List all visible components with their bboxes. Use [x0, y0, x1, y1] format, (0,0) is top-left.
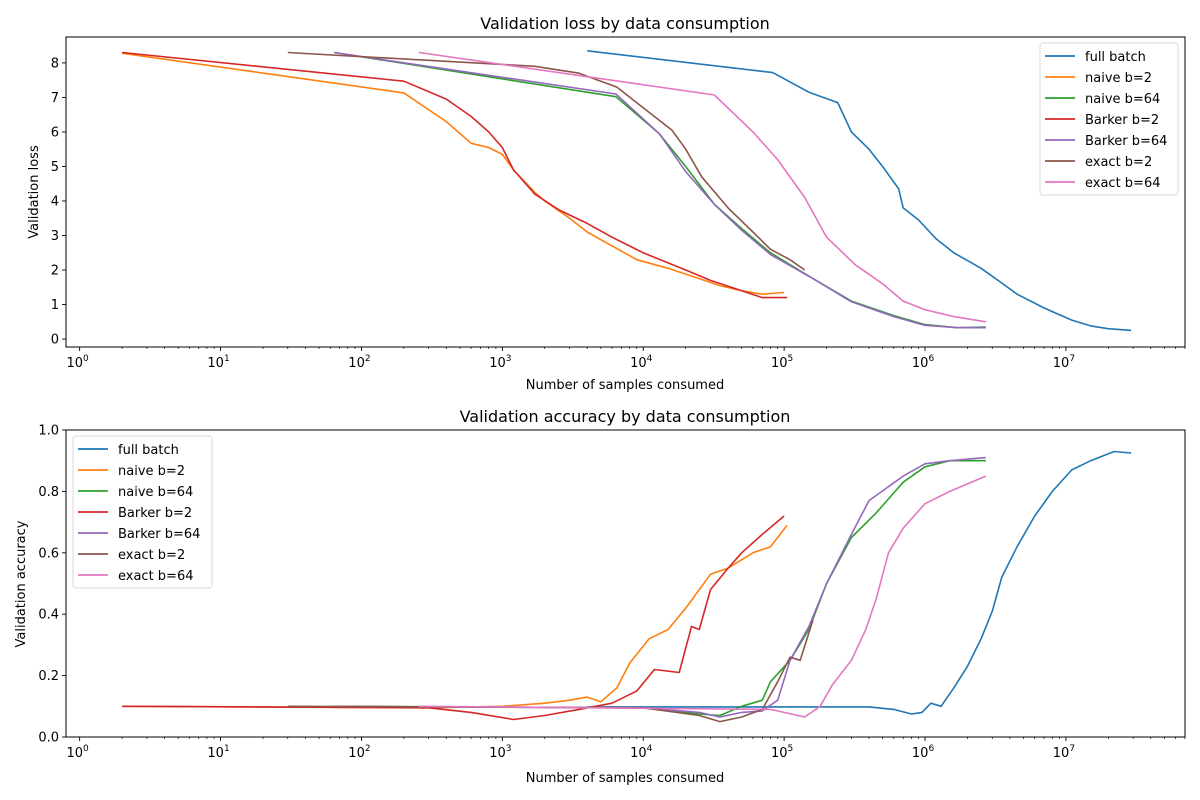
y-tick-label: 5 — [51, 160, 59, 175]
accuracy-chart-title: Validation accuracy by data consumption — [460, 407, 791, 426]
x-tick-label: 101 — [207, 354, 229, 371]
accuracy-series-naive-b-2 — [122, 524, 788, 709]
accuracy-y-axis-label: Validation accuracy — [14, 520, 29, 647]
x-tick-label: 101 — [207, 744, 229, 761]
x-tick-label: 100 — [67, 354, 90, 371]
x-tick-label: 105 — [771, 354, 793, 371]
y-tick-label: 0.0 — [38, 731, 59, 746]
y-tick-label: 0.8 — [38, 485, 59, 500]
accuracy-legend: full batch naive b=2 naive b=64 Barker b=2 B… — [72, 435, 213, 589]
x-tick-label: 106 — [912, 354, 935, 371]
legend-label: naive b=64 — [1085, 92, 1160, 107]
loss-series-exact-b-64 — [418, 51, 986, 323]
y-tick-label: 6 — [51, 125, 59, 140]
y-tick-label: 0 — [51, 333, 59, 348]
accuracy-x-ticks: 100 101 102 103 104 105 106 107 — [67, 737, 1186, 761]
legend-label: exact b=64 — [1085, 176, 1161, 191]
x-tick-label: 107 — [1053, 354, 1075, 371]
accuracy-y-ticks: 0.0 0.2 0.4 0.6 0.8 1.0 — [38, 424, 66, 746]
legend-label: naive b=2 — [1085, 71, 1152, 86]
y-tick-label: 0.2 — [38, 669, 59, 684]
loss-series-lines — [121, 50, 1132, 332]
y-tick-label: 7 — [51, 91, 59, 106]
x-tick-label: 107 — [1053, 744, 1075, 761]
y-tick-label: 3 — [51, 229, 59, 244]
accuracy-axes-frame — [65, 429, 1186, 738]
legend-label: Barker b=64 — [1085, 134, 1167, 149]
y-tick-label: 1 — [51, 298, 59, 313]
accuracy-series-exact-b-2 — [287, 620, 814, 723]
y-tick-label: 1.0 — [38, 424, 59, 439]
loss-x-axis-label: Number of samples consumed — [526, 378, 724, 393]
legend-label: naive b=2 — [118, 464, 185, 479]
legend-label: Barker b=64 — [118, 527, 200, 542]
legend-label: exact b=64 — [118, 569, 194, 584]
x-tick-label: 100 — [67, 744, 90, 761]
legend-label: Barker b=2 — [118, 506, 192, 521]
accuracy-series-exact-b-64 — [418, 475, 987, 718]
legend-label: exact b=2 — [118, 548, 185, 563]
legend-label: exact b=2 — [1085, 155, 1152, 170]
y-tick-label: 8 — [51, 56, 59, 71]
legend-label: Barker b=2 — [1085, 113, 1159, 128]
y-tick-label: 2 — [51, 264, 59, 279]
loss-series-exact-b-2 — [287, 51, 806, 271]
legend-label: naive b=64 — [118, 485, 193, 500]
x-tick-label: 102 — [348, 744, 370, 761]
accuracy-series-full-batch — [587, 450, 1132, 715]
accuracy-series-barker-b-64 — [334, 456, 986, 718]
accuracy-series-barker-b-2 — [122, 515, 785, 721]
y-tick-label: 0.6 — [38, 546, 59, 561]
loss-subplot: Validation loss by data consumption 100 1… — [27, 14, 1186, 393]
y-tick-label: 0.4 — [38, 608, 59, 623]
x-tick-label: 105 — [771, 744, 793, 761]
accuracy-x-axis-label: Number of samples consumed — [526, 771, 724, 786]
legend-label: full batch — [1085, 50, 1146, 65]
loss-y-ticks: 0 1 2 3 4 5 6 7 8 — [51, 56, 66, 348]
x-tick-label: 104 — [630, 744, 653, 761]
accuracy-subplot: Validation accuracy by data consumption … — [14, 407, 1186, 786]
y-tick-label: 4 — [51, 194, 59, 209]
loss-axes-frame — [65, 36, 1186, 348]
legend-box — [1039, 42, 1179, 196]
loss-series-naive-b-2 — [121, 52, 785, 296]
loss-series-full-batch — [587, 50, 1132, 332]
legend-box — [72, 435, 213, 589]
loss-y-axis-label: Validation loss — [27, 145, 42, 239]
legend-label: full batch — [118, 443, 179, 458]
loss-series-barker-b-64 — [333, 51, 986, 329]
x-tick-label: 106 — [912, 744, 935, 761]
loss-chart-title: Validation loss by data consumption — [480, 14, 770, 33]
x-tick-label: 104 — [630, 354, 653, 371]
accuracy-series-lines — [122, 450, 1132, 723]
x-tick-label: 103 — [489, 354, 511, 371]
loss-series-barker-b-2 — [122, 51, 788, 299]
x-tick-label: 102 — [348, 354, 370, 371]
loss-legend: full batch naive b=2 naive b=64 Barker b=2 B… — [1039, 42, 1179, 196]
x-tick-label: 103 — [489, 744, 511, 761]
